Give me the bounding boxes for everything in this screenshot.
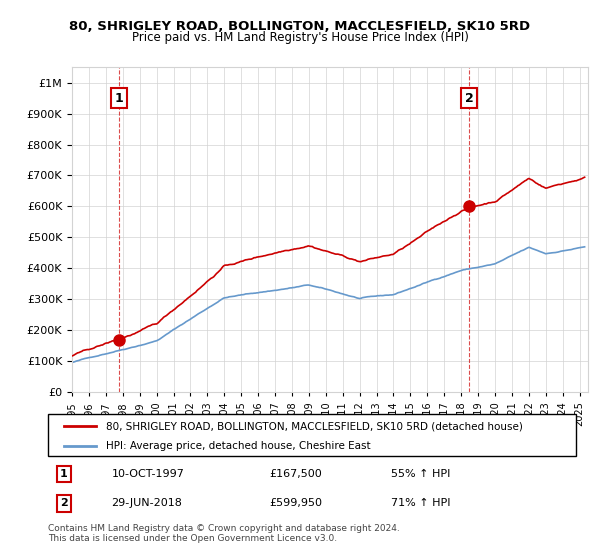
FancyBboxPatch shape bbox=[48, 414, 576, 456]
Text: £599,950: £599,950 bbox=[270, 498, 323, 508]
Text: 1: 1 bbox=[115, 92, 124, 105]
Text: 80, SHRIGLEY ROAD, BOLLINGTON, MACCLESFIELD, SK10 5RD: 80, SHRIGLEY ROAD, BOLLINGTON, MACCLESFI… bbox=[70, 20, 530, 32]
Text: Price paid vs. HM Land Registry's House Price Index (HPI): Price paid vs. HM Land Registry's House … bbox=[131, 31, 469, 44]
Text: 80, SHRIGLEY ROAD, BOLLINGTON, MACCLESFIELD, SK10 5RD (detached house): 80, SHRIGLEY ROAD, BOLLINGTON, MACCLESFI… bbox=[106, 421, 523, 431]
Text: 71% ↑ HPI: 71% ↑ HPI bbox=[391, 498, 451, 508]
Text: Contains HM Land Registry data © Crown copyright and database right 2024.
This d: Contains HM Land Registry data © Crown c… bbox=[48, 524, 400, 543]
Text: 2: 2 bbox=[60, 498, 68, 508]
Text: HPI: Average price, detached house, Cheshire East: HPI: Average price, detached house, Ches… bbox=[106, 441, 371, 451]
Text: 10-OCT-1997: 10-OCT-1997 bbox=[112, 469, 184, 479]
Text: 2: 2 bbox=[465, 92, 473, 105]
Text: 1: 1 bbox=[60, 469, 68, 479]
Text: £167,500: £167,500 bbox=[270, 469, 323, 479]
Text: 55% ↑ HPI: 55% ↑ HPI bbox=[391, 469, 451, 479]
Text: 29-JUN-2018: 29-JUN-2018 bbox=[112, 498, 182, 508]
